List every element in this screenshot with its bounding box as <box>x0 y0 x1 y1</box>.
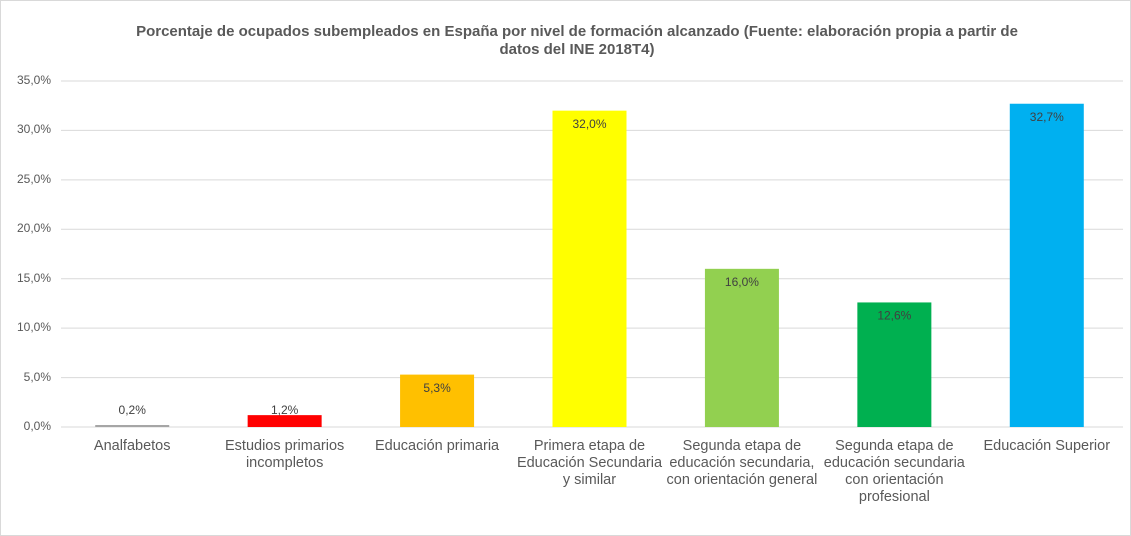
data-label: 16,0% <box>725 275 759 289</box>
y-tick-label: 10,0% <box>16 320 51 335</box>
x-tick-label: Educación primaria <box>375 438 500 454</box>
bar <box>1009 103 1084 427</box>
bar <box>552 110 627 428</box>
data-label: 0,2% <box>119 403 147 417</box>
y-tick-label: 25,0% <box>16 171 51 186</box>
y-tick-label: 20,0% <box>16 221 51 236</box>
bar <box>247 415 322 427</box>
chart-title: Porcentaje de ocupados subempleados en E… <box>136 23 1018 58</box>
y-tick-label: 15,0% <box>16 270 51 285</box>
x-tick-label: Primera etapa de Educación Secundaria y … <box>516 438 663 488</box>
bar <box>400 374 475 427</box>
data-label: 32,0% <box>572 117 606 131</box>
y-tick-label: 30,0% <box>16 122 51 137</box>
x-tick-label: Segunda etapa de educación secundaria, c… <box>666 438 818 488</box>
data-label: 1,2% <box>271 403 299 417</box>
data-label: 12,6% <box>877 309 911 323</box>
bar <box>704 268 779 427</box>
y-tick-label: 5,0% <box>23 369 51 384</box>
x-tick-label: Estudios primarios incompletos <box>225 438 345 471</box>
x-tick-label: Educación Superior <box>983 438 1111 454</box>
x-tick-label: Analfabetos <box>93 438 171 454</box>
bar <box>857 302 932 427</box>
data-label: 5,3% <box>423 381 451 395</box>
y-tick-label: 0,0% <box>23 419 51 433</box>
y-tick-label: 35,0% <box>16 73 51 87</box>
x-tick-label: Segunda etapa de educación secundaria co… <box>823 438 965 505</box>
bar <box>95 425 170 427</box>
data-label: 32,7% <box>1030 110 1064 124</box>
